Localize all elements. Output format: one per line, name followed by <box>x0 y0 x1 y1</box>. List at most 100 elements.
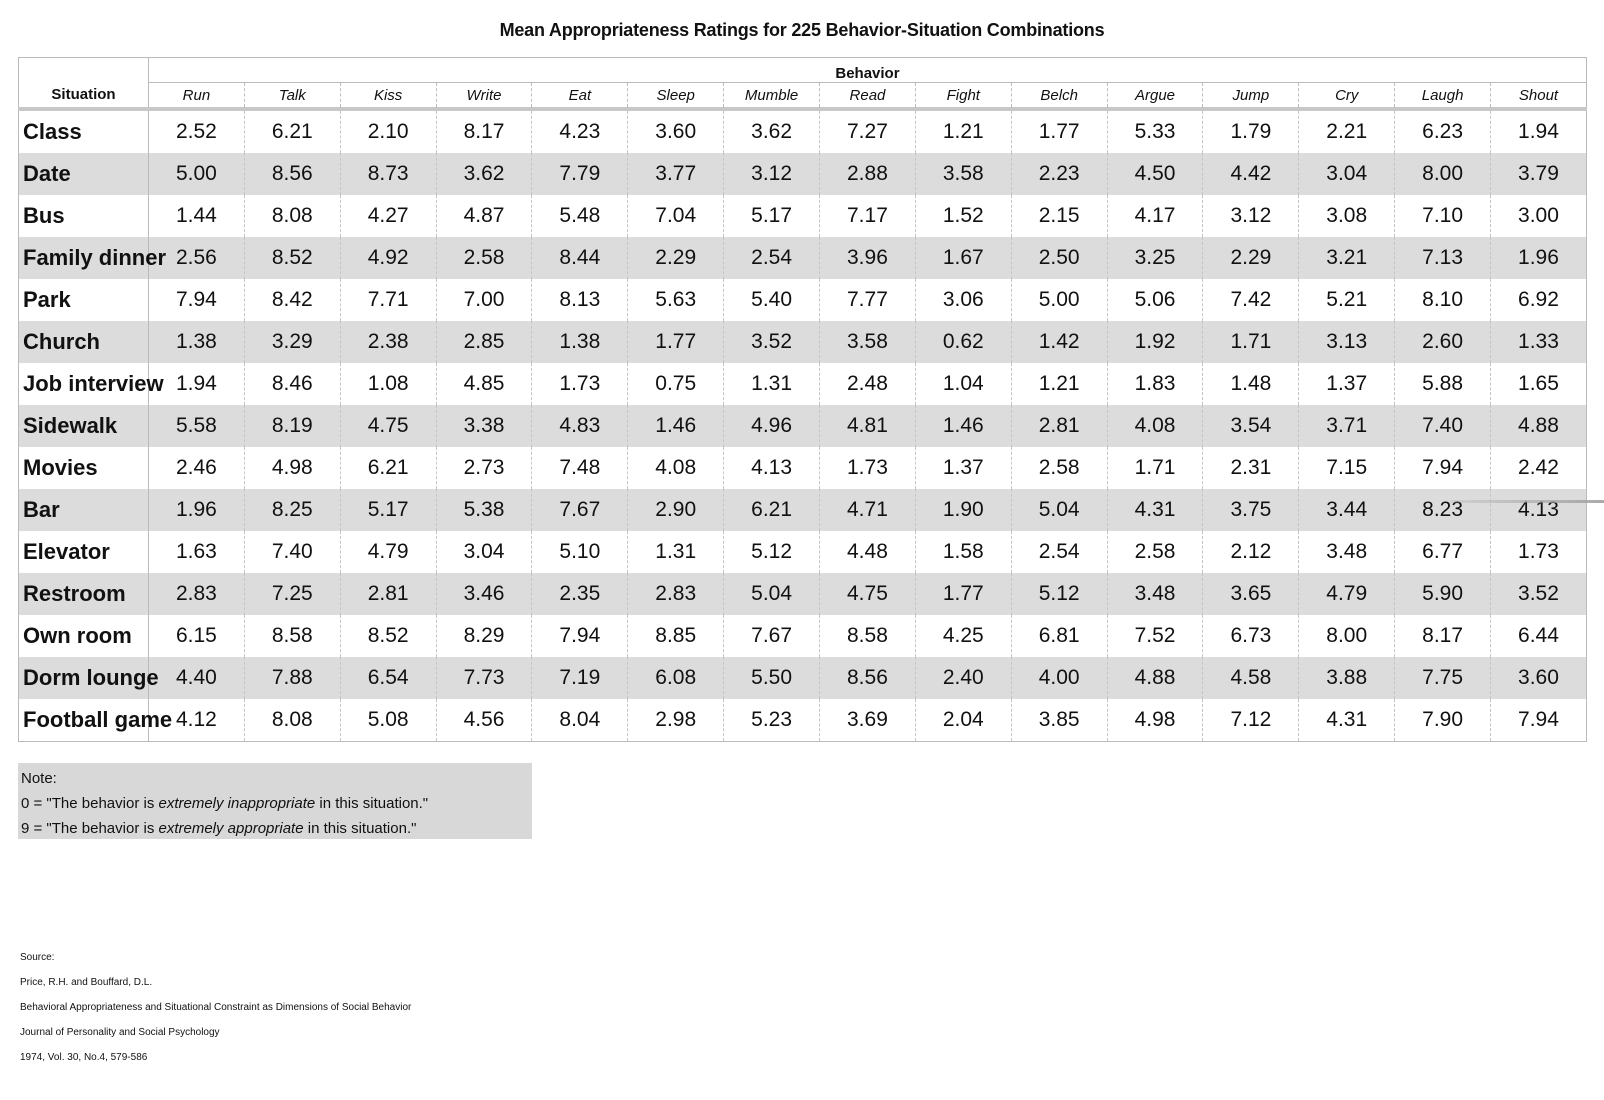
rating-cell: 7.10 <box>1394 195 1491 237</box>
table-row: Bar 1.96 8.25 5.17 5.38 7.67 2.90 6.21 4.71 1.90 5… <box>18 489 1587 531</box>
rating-cell: 8.04 <box>531 699 628 742</box>
rating-cell: 7.94 <box>531 615 628 657</box>
rating-cell: 4.08 <box>627 447 724 489</box>
rating-cell: 4.75 <box>819 573 916 615</box>
rating-cell: 0.75 <box>627 363 724 405</box>
rating-cell: 8.58 <box>243 615 341 657</box>
rating-cell: 1.37 <box>914 447 1012 489</box>
rating-cell: 2.04 <box>914 699 1012 742</box>
rating-cell: 2.88 <box>819 153 916 195</box>
rating-cell: 4.13 <box>1490 489 1587 531</box>
rating-cell: 4.81 <box>819 405 916 447</box>
behavior-header-cry: Cry <box>1298 82 1395 111</box>
rating-cell: 7.48 <box>531 447 628 489</box>
rating-cell: 8.25 <box>243 489 341 531</box>
rating-cell: 1.21 <box>1010 363 1108 405</box>
rating-cell: 2.38 <box>339 321 437 363</box>
rating-cell: 1.73 <box>1490 531 1587 573</box>
rating-cell: 8.19 <box>243 405 341 447</box>
rating-cell: 2.12 <box>1202 531 1299 573</box>
rating-cell: 1.58 <box>914 531 1012 573</box>
rating-cell: 3.71 <box>1298 405 1395 447</box>
rating-cell: 2.48 <box>819 363 916 405</box>
situation-label: Job interview <box>18 363 164 405</box>
note-line-0: 0 = "The behavior is extremely inappropr… <box>21 791 532 816</box>
situation-label: Bus <box>18 195 149 237</box>
rating-cell: 5.58 <box>148 405 245 447</box>
rating-cell: 1.65 <box>1490 363 1587 405</box>
behavior-header-write: Write <box>435 82 532 111</box>
rating-cell: 7.67 <box>531 489 628 531</box>
rating-cell: 3.62 <box>435 153 532 195</box>
table-row: Bus 1.44 8.08 4.27 4.87 5.48 7.04 5.17 7.17 1.52 2… <box>18 195 1587 237</box>
rating-cell: 4.40 <box>148 657 245 699</box>
rating-cell: 1.71 <box>1106 447 1203 489</box>
rating-cell: 4.48 <box>819 531 916 573</box>
rating-cell: 8.23 <box>1394 489 1491 531</box>
rating-cell: 3.48 <box>1106 573 1203 615</box>
rating-cell: 5.38 <box>435 489 532 531</box>
rating-cell: 4.92 <box>339 237 437 279</box>
rating-cell: 1.94 <box>148 363 245 405</box>
rating-cell: 2.81 <box>339 573 437 615</box>
rating-cell: 4.75 <box>339 405 437 447</box>
rating-cell: 8.56 <box>819 657 916 699</box>
source-block: Source: Price, R.H. and Bouffard, D.L. B… <box>20 945 411 1070</box>
behavior-header-talk: Talk <box>243 82 341 111</box>
rating-cell: 3.60 <box>627 109 724 153</box>
situation-label: Park <box>18 279 149 321</box>
rating-cell: 5.88 <box>1394 363 1491 405</box>
rating-cell: 1.90 <box>914 489 1012 531</box>
rating-cell: 1.21 <box>914 109 1012 153</box>
rating-cell: 3.06 <box>914 279 1012 321</box>
rating-cell: 3.46 <box>435 573 532 615</box>
rating-cell: 7.25 <box>243 573 341 615</box>
rating-cell: 7.19 <box>531 657 628 699</box>
behavior-header-read: Read <box>819 82 916 111</box>
rating-cell: 8.52 <box>243 237 341 279</box>
rating-cell: 7.71 <box>339 279 437 321</box>
rating-cell: 7.52 <box>1106 615 1203 657</box>
rating-cell: 3.44 <box>1298 489 1395 531</box>
rating-cell: 6.73 <box>1202 615 1299 657</box>
rating-cell: 2.46 <box>148 447 245 489</box>
rating-cell: 8.46 <box>243 363 341 405</box>
rating-cell: 3.04 <box>435 531 532 573</box>
rating-cell: 1.44 <box>148 195 245 237</box>
table-row: Job interview 1.94 8.46 1.08 4.85 1.73 0.75 1.3… <box>18 363 1587 405</box>
rating-cell: 5.04 <box>723 573 820 615</box>
ratings-table: Behavior Situation Run Talk Kiss Write Eat Sl… <box>18 57 1587 742</box>
rating-cell: 8.17 <box>435 109 532 153</box>
rating-cell: 3.25 <box>1106 237 1203 279</box>
rating-cell: 1.77 <box>914 573 1012 615</box>
rating-cell: 1.33 <box>1490 321 1587 363</box>
rating-cell: 4.50 <box>1106 153 1203 195</box>
rating-cell: 4.23 <box>531 109 628 153</box>
rating-cell: 6.21 <box>339 447 437 489</box>
rating-cell: 7.73 <box>435 657 532 699</box>
rating-cell: 1.04 <box>914 363 1012 405</box>
rating-cell: 3.52 <box>723 321 820 363</box>
situation-label: Dorm lounge <box>18 657 159 699</box>
note-line-9: 9 = "The behavior is extremely appropria… <box>21 816 532 841</box>
rating-cell: 5.23 <box>723 699 820 742</box>
rating-cell: 4.71 <box>819 489 916 531</box>
rating-cell: 2.29 <box>1202 237 1299 279</box>
rating-cell: 8.08 <box>243 195 341 237</box>
rating-cell: 7.94 <box>1394 447 1491 489</box>
rating-cell: 2.83 <box>627 573 724 615</box>
rating-cell: 5.12 <box>723 531 820 573</box>
source-authors: Price, R.H. and Bouffard, D.L. <box>20 977 153 988</box>
rating-cell: 2.83 <box>148 573 245 615</box>
rating-cell: 8.58 <box>819 615 916 657</box>
rating-cell: 3.54 <box>1202 405 1299 447</box>
behavior-header-shout: Shout <box>1490 82 1587 111</box>
note-text: in this situation." <box>303 820 417 837</box>
rating-cell: 8.17 <box>1394 615 1491 657</box>
rating-cell: 4.83 <box>531 405 628 447</box>
behavior-header-jump: Jump <box>1202 82 1299 111</box>
rating-cell: 1.71 <box>1202 321 1299 363</box>
rating-cell: 6.92 <box>1490 279 1587 321</box>
table-row: Dorm lounge 4.40 7.88 6.54 7.73 7.19 6.08 5.50 8… <box>18 657 1587 699</box>
behavior-header-mumble: Mumble <box>723 82 820 111</box>
